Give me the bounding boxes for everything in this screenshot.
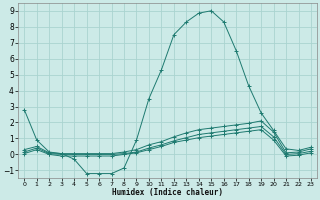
X-axis label: Humidex (Indice chaleur): Humidex (Indice chaleur) [112,188,223,197]
